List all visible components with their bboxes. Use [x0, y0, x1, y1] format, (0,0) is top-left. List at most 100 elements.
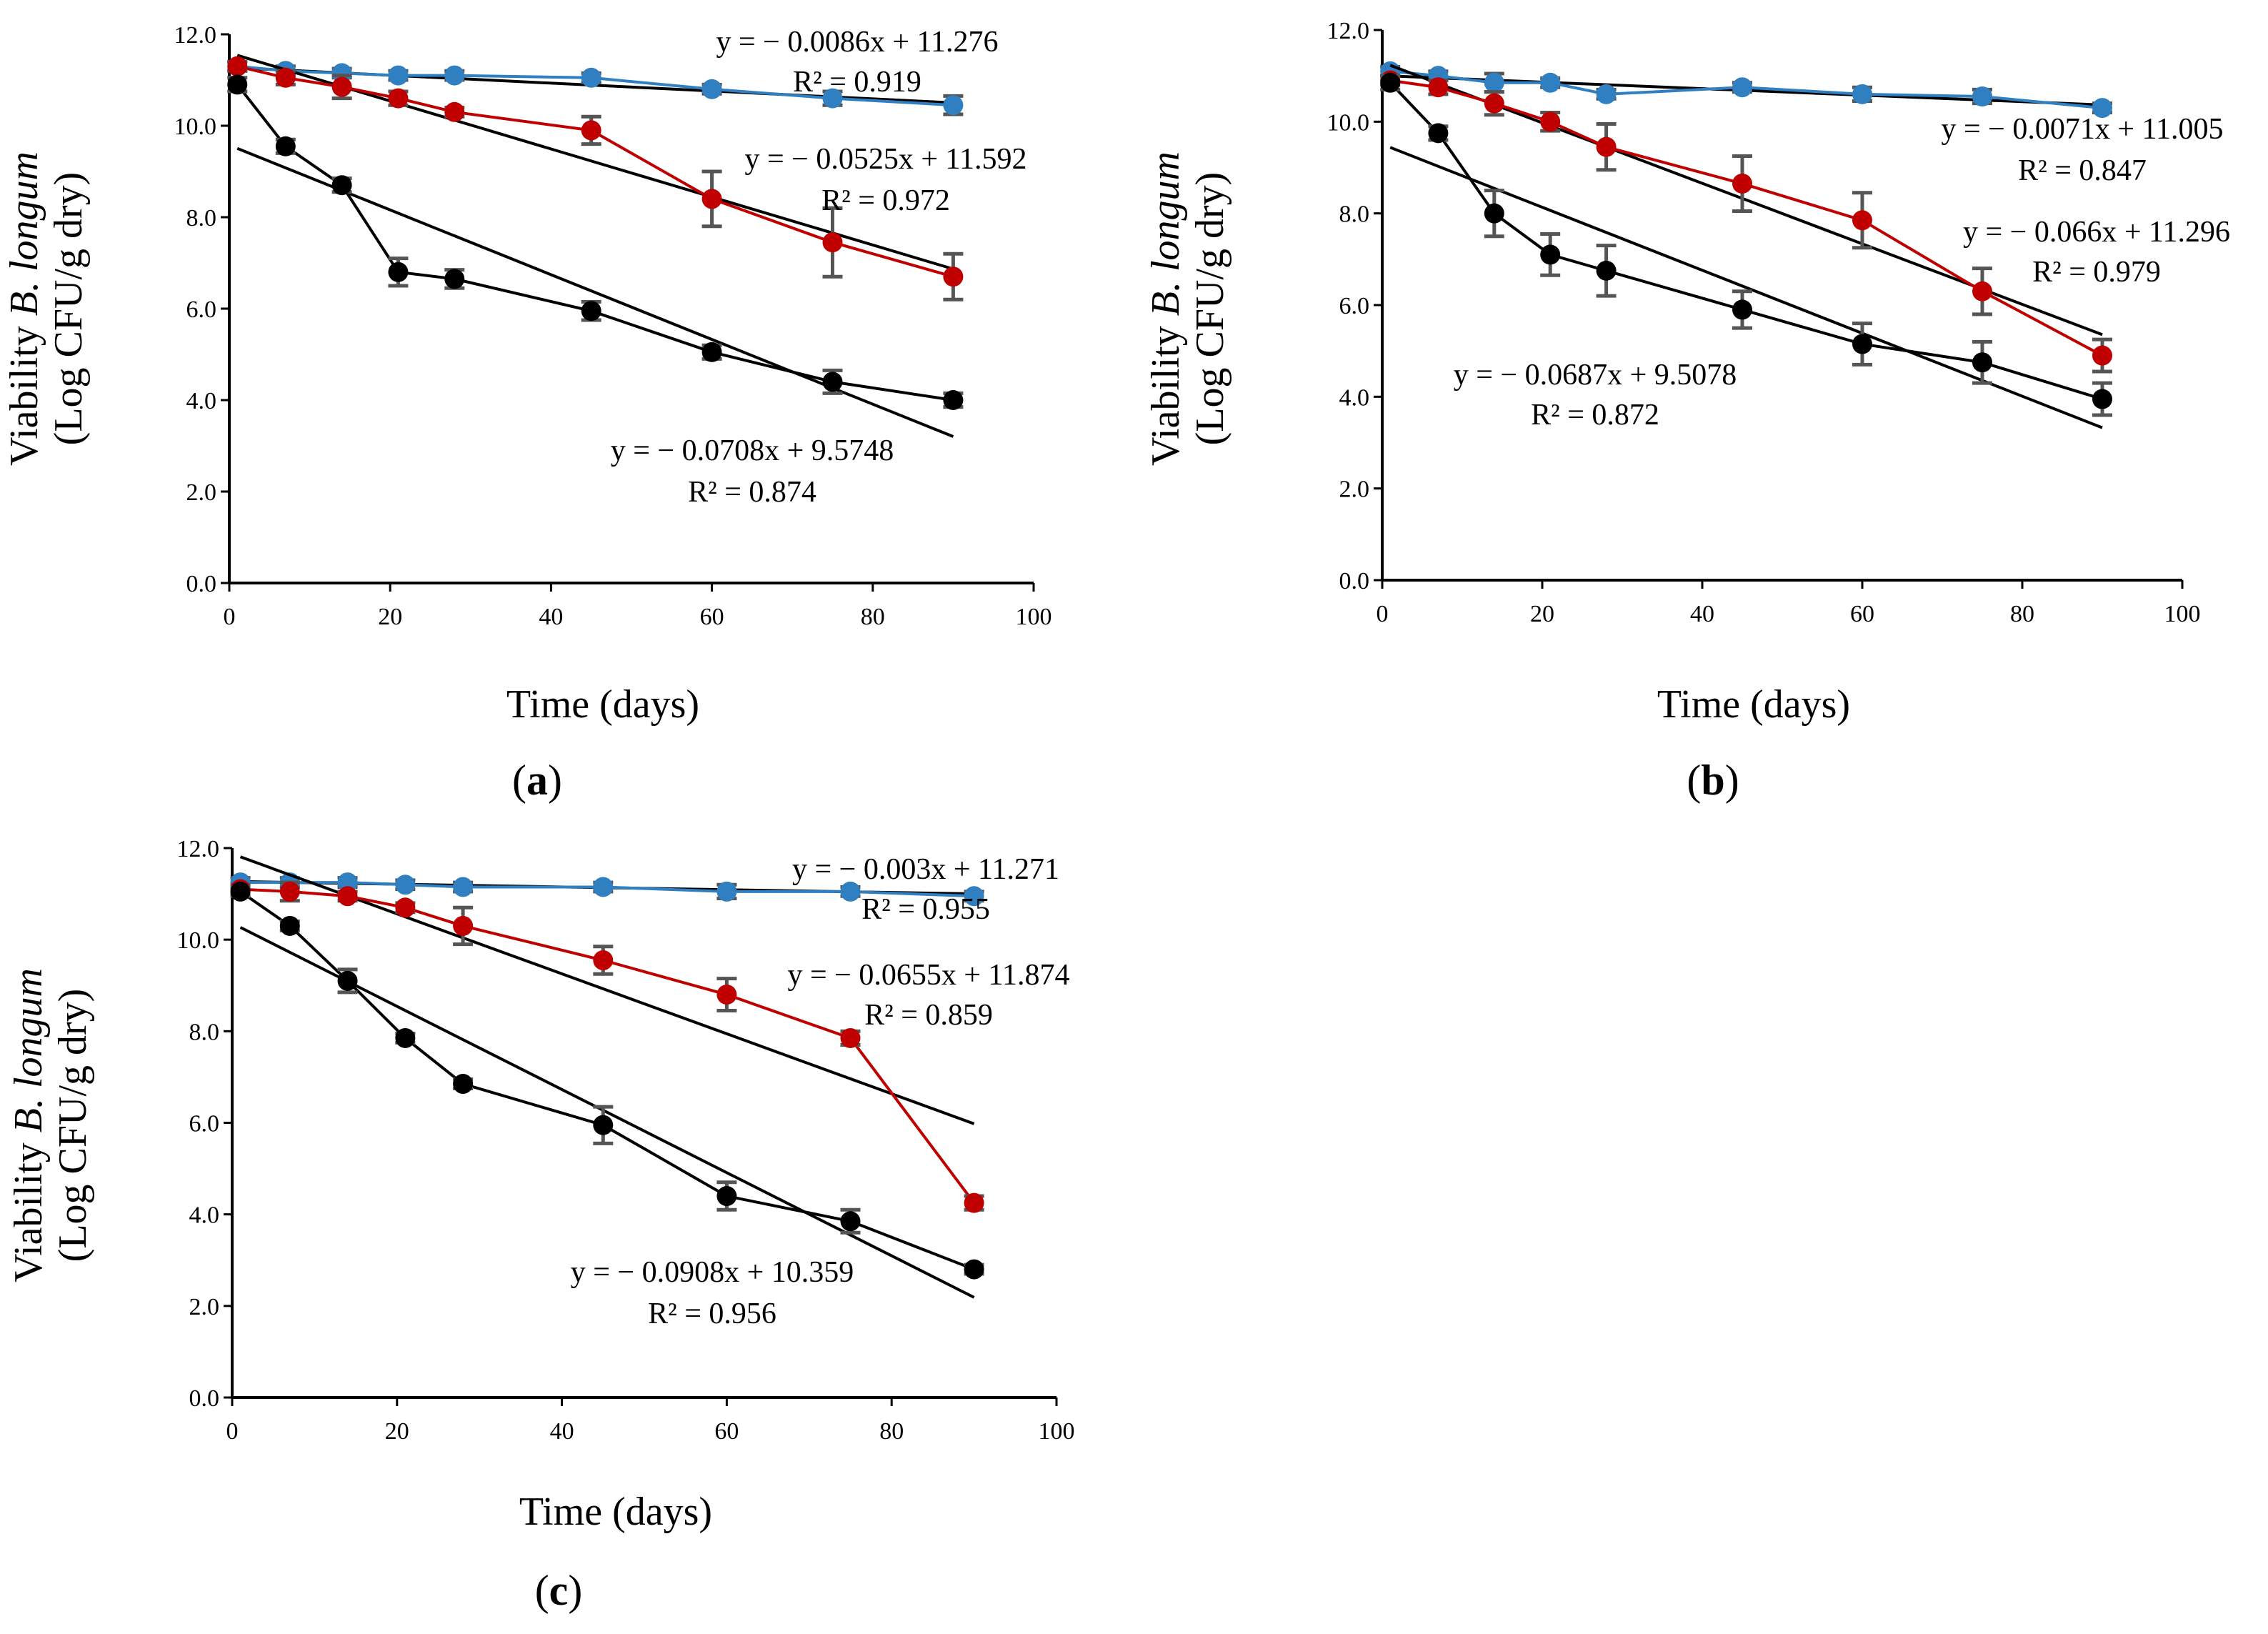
x-tick-label: 80 [861, 604, 885, 630]
data-point-blue [964, 886, 984, 907]
data-point-red [331, 76, 352, 97]
data-point-blue [388, 65, 409, 86]
data-point-blue [337, 872, 358, 893]
x-tick-label: 60 [1850, 601, 1874, 627]
data-point-black [1484, 203, 1504, 224]
series-blue: y = − 0.0086x + 11.276 R² = 0.919 [227, 26, 999, 116]
trend-equation-red: y = − 0.0525x + 11.592 [744, 143, 1026, 176]
x-axis-title: Time (days) [519, 1490, 712, 1534]
chart-panel-a: 0.0 2.0 4.0 6.0 8.0 10.0 12.0 0 20 40 60 80 100 Time … [2, 22, 1052, 804]
y-tick-label: 8.0 [186, 205, 217, 231]
x-tick-label: 100 [2164, 601, 2201, 627]
x-tick-label: 20 [378, 604, 402, 630]
x-axis-title: Time (days) [506, 682, 699, 727]
y-tick-label: 10.0 [177, 927, 220, 954]
x-tick-label: 100 [1039, 1418, 1075, 1445]
y-axis-title-units: (Log CFU/g dry) [1188, 172, 1232, 446]
data-point-blue [1732, 77, 1752, 98]
data-point-red [840, 1027, 861, 1048]
data-point-black [593, 1115, 614, 1135]
data-point-red [444, 101, 465, 122]
data-point-red [279, 881, 300, 902]
data-point-red [593, 950, 614, 971]
data-point-blue [1540, 72, 1561, 93]
panel-label-letter: b [1701, 757, 1724, 804]
data-point-blue [1484, 72, 1504, 93]
x-tick-label: 60 [714, 1418, 739, 1445]
data-point-black [1852, 334, 1872, 354]
y-axis-title-units: (Log CFU/g dry) [51, 989, 95, 1262]
y-axis-title-prefix: Viability [6, 1132, 51, 1282]
x-tick-label: 40 [1690, 601, 1714, 627]
y-axis-title-species: B. longum [6, 968, 51, 1132]
data-point-black [943, 390, 964, 410]
panel-label: (b) [1687, 757, 1739, 804]
data-point-blue [1596, 84, 1617, 104]
data-point-black [337, 970, 358, 991]
panel-label: (c) [535, 1567, 583, 1614]
data-point-black [275, 136, 296, 156]
trend-equation-blue: y = − 0.003x + 11.271 [792, 853, 1059, 886]
data-point-black [1428, 123, 1449, 144]
y-tick-label: 10.0 [174, 114, 217, 140]
y-tick-label: 8.0 [1339, 201, 1370, 228]
panel-label-open: ( [535, 1567, 549, 1614]
data-point-black [1732, 299, 1752, 320]
trend-equation-blue: y = − 0.0086x + 11.276 [716, 26, 998, 59]
data-point-red [1596, 136, 1617, 157]
data-point-red [2092, 345, 2112, 366]
x-tick-label: 80 [879, 1418, 904, 1445]
y-tick-label: 0.0 [1339, 568, 1370, 594]
y-tick-label: 2.0 [189, 1294, 220, 1320]
series-red: y = − 0.0525x + 11.592 R² = 0.972 [227, 54, 1027, 302]
trend-r2-red: R² = 0.972 [821, 184, 950, 217]
trend-equation-black: y = − 0.0908x + 10.359 [571, 1256, 854, 1289]
data-point-red [275, 67, 296, 88]
panel-label-open: ( [512, 757, 526, 804]
trend-equation-blue: y = − 0.0071x + 11.005 [1941, 113, 2223, 146]
data-point-red [1484, 93, 1504, 114]
data-point-red [943, 266, 964, 287]
data-point-black [701, 342, 722, 362]
data-point-red [1540, 111, 1561, 132]
x-tick-label: 0 [226, 1418, 239, 1445]
data-point-red [716, 985, 737, 1005]
data-point-blue [395, 875, 416, 895]
chart-panel-c: 0.0 2.0 4.0 6.0 8.0 10.0 12.0 0 20 40 60 80 100 Time … [6, 836, 1075, 1614]
data-point-black [279, 915, 300, 936]
y-tick-label: 0.0 [189, 1385, 220, 1412]
trend-r2-black: R² = 0.874 [688, 476, 816, 509]
x-tick-label: 60 [700, 604, 724, 630]
y-axis-title-units: (Log CFU/g dry) [46, 172, 91, 446]
trend-equation-red: y = − 0.0655x + 11.874 [787, 959, 1069, 992]
y-tick-label: 8.0 [189, 1019, 220, 1045]
y-axis-title-species: B. longum [1144, 151, 1188, 316]
data-point-black [227, 74, 248, 95]
data-point-red [337, 886, 358, 907]
panel-label-letter: a [526, 757, 548, 804]
data-point-red [1732, 173, 1752, 194]
trend-r2-blue: R² = 0.847 [2018, 154, 2147, 187]
y-tick-label: 12.0 [174, 22, 217, 49]
y-axis-title: Viability B. longum(Log CFU/g dry) [6, 968, 95, 1282]
data-point-black [331, 175, 352, 196]
data-point-red [395, 897, 416, 918]
data-point-black [1380, 72, 1401, 93]
trend-r2-black: R² = 0.872 [1531, 399, 1659, 432]
panel-label-letter: c [549, 1567, 569, 1614]
data-point-red [1852, 210, 1872, 231]
data-point-black [395, 1027, 416, 1048]
x-tick-label: 100 [1016, 604, 1052, 630]
data-point-black [230, 881, 251, 902]
data-point-black [716, 1186, 737, 1207]
series-black: y = − 0.0708x + 9.5748 R² = 0.874 [227, 74, 964, 509]
data-point-blue [593, 877, 614, 897]
y-tick-label: 12.0 [177, 836, 220, 862]
data-point-black [581, 301, 601, 322]
y-axis-title-species: B. longum [2, 151, 46, 316]
panel-label-close: ) [548, 757, 562, 804]
trend-equation-black: y = − 0.0708x + 9.5748 [611, 434, 894, 467]
data-point-red [227, 56, 248, 76]
data-point-blue [444, 65, 465, 86]
